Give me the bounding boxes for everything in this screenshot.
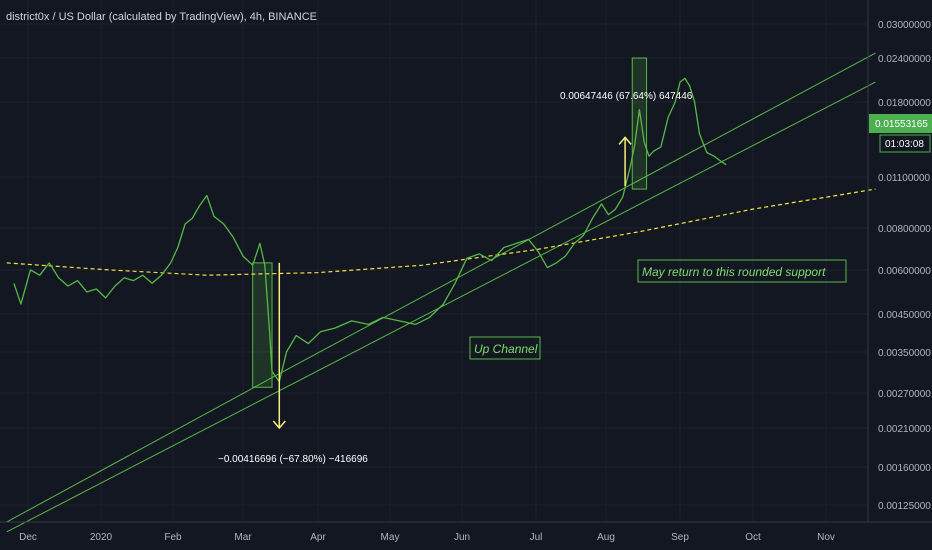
countdown-badge <box>879 134 931 153</box>
up-channel-label: Up Channel <box>474 342 538 356</box>
chart-title: district0x / US Dollar (calculated by Tr… <box>6 11 317 23</box>
time-tick-label: Aug <box>597 532 615 543</box>
drop-annotation: −0.00416696 (−67.80%) −416696 <box>218 454 368 465</box>
support-note-box <box>637 259 847 283</box>
trendline-channel-outer <box>6 375 275 523</box>
rise-annotation: 0.00647446 (67.64%) 647446 <box>560 91 693 102</box>
arrows <box>272 136 632 430</box>
price-tick-label: 0.00210000 <box>878 424 931 435</box>
price-tick-label: 0.00125000 <box>878 501 931 512</box>
support-note: May return to this rounded support <box>642 265 826 279</box>
price-axis[interactable]: 0.03000000 0.02400000 0.01800000 0.01100000… <box>867 0 931 522</box>
time-tick-label: Jul <box>530 532 543 543</box>
time-tick-label: May <box>381 532 400 543</box>
price-line <box>13 77 727 383</box>
time-axis[interactable]: Dec 2020 Feb Mar Apr May Jun Jul Aug Sep Oct Nov <box>0 521 932 543</box>
price-tick-label: 0.00160000 <box>878 463 931 474</box>
last-price-badge <box>869 114 932 133</box>
time-tick-label: Jun <box>454 532 470 543</box>
time-tick-label: Dec <box>19 532 37 543</box>
price-tick-label: 0.00600000 <box>878 266 931 277</box>
measure-box <box>631 57 648 190</box>
time-tick-label: Oct <box>745 532 761 543</box>
grid <box>0 0 868 522</box>
price-tick-label: 0.01100000 <box>878 173 931 184</box>
time-tick-label: Apr <box>310 532 326 543</box>
price-tick-label: 0.02400000 <box>878 54 931 65</box>
time-tick-label: Mar <box>234 532 252 543</box>
price-tick-label: 0.00350000 <box>878 348 931 359</box>
time-tick-label: Sep <box>671 532 689 543</box>
price-tick-label: 0.00450000 <box>878 310 931 321</box>
price-tick-label: 0.00270000 <box>878 389 931 400</box>
measure-arrow-head <box>272 420 286 430</box>
price-tick-label: 0.03000000 <box>878 20 931 31</box>
price-series <box>13 77 727 383</box>
up-channel-box <box>469 336 541 360</box>
time-tick-label: Nov <box>817 532 835 543</box>
time-tick-label: 2020 <box>90 532 113 543</box>
price-tick-label: 0.00800000 <box>878 224 931 235</box>
measure-arrow-head <box>618 136 632 145</box>
trendline-rounded-support <box>6 188 876 276</box>
last-price-value: 0.01553165 <box>875 119 928 130</box>
trendline-channel-upper <box>274 52 876 377</box>
time-tick-label: Feb <box>164 532 182 543</box>
price-tick-label: 0.01800000 <box>878 98 931 109</box>
countdown-value: 01:03:08 <box>885 139 924 150</box>
boxes <box>252 57 648 388</box>
